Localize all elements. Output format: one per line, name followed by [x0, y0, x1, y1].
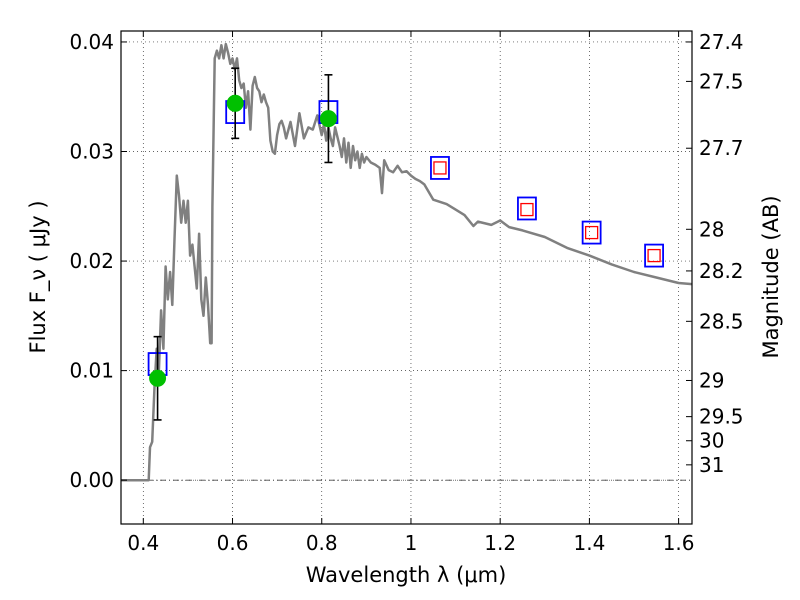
- y2-tick-label: 27.5: [699, 69, 744, 93]
- red-photometry-square: [520, 202, 534, 217]
- x-tick-label: 1.2: [484, 531, 516, 555]
- series-layer: [121, 42, 693, 482]
- observed-flux-point: [149, 369, 167, 387]
- y2-tick-label: 28.2: [699, 259, 744, 283]
- x-tick-label: 0.8: [306, 531, 338, 555]
- y-axis-label: Flux F_ν ( μJy ): [26, 200, 51, 353]
- y-tick-label: 0.00: [69, 468, 114, 492]
- model-photometry-square: [517, 196, 537, 221]
- x-tick-label: 1.6: [663, 531, 695, 555]
- x-tick-label: 0.6: [217, 531, 249, 555]
- model-photometry-square: [430, 156, 450, 180]
- x-tick-label: 1.4: [573, 531, 605, 555]
- y-tick-label: 0.02: [69, 249, 114, 273]
- x-tick-label: 0.4: [127, 531, 159, 555]
- y-tick-label: 0.04: [69, 30, 114, 54]
- red-photometry-square: [433, 161, 447, 175]
- y2-tick-label: 28.5: [699, 309, 744, 333]
- y2-tick-label: 29: [699, 368, 724, 392]
- model-photometry-square: [644, 243, 664, 268]
- observed-flux-point: [226, 94, 244, 112]
- y2-tick-label: 31: [699, 453, 724, 477]
- y-tick-label: 0.01: [69, 359, 114, 383]
- plot-frame: [120, 30, 693, 525]
- x-axis-label: Wavelength λ (μm): [306, 563, 507, 587]
- y2-tick-label: 27.7: [699, 136, 744, 160]
- observed-flux-point: [319, 110, 337, 128]
- y2-tick-label: 30: [699, 429, 724, 453]
- red-photometry-square: [584, 225, 599, 240]
- model-photometry-square: [581, 220, 602, 245]
- x-tick-label: 1: [405, 531, 418, 555]
- y-tick-label: 0.03: [69, 140, 114, 164]
- y2-tick-label: 29.5: [699, 405, 744, 429]
- red-photometry-square: [647, 248, 661, 263]
- tick-layer: 0.4 0.6 0.8 1 1.2 1.4 1.6 0.00 0.01 0.02 0.03 0.04 2…: [69, 30, 743, 555]
- y2-tick-label: 28: [699, 217, 724, 241]
- y2-tick-label: 27.4: [699, 30, 744, 54]
- sed-model-line: [121, 42, 693, 482]
- y2-axis-label: Magnitude (AB): [759, 195, 783, 358]
